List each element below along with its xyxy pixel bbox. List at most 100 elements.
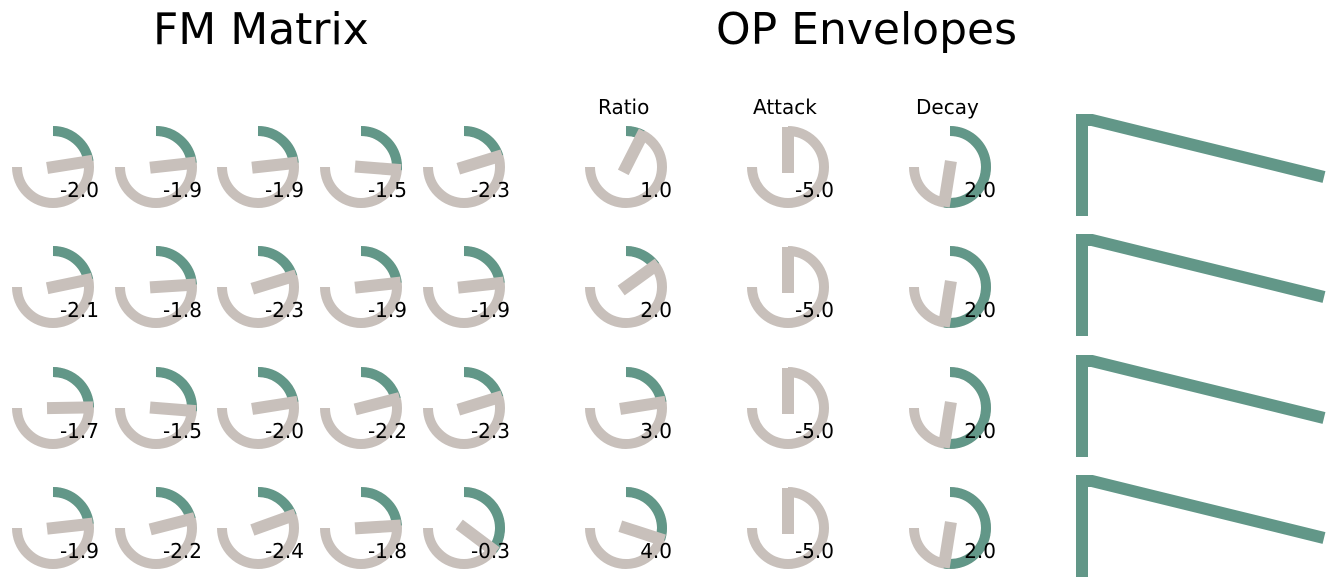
knob-value-arc bbox=[943, 487, 991, 569]
knob-pointer bbox=[149, 401, 197, 418]
knob-value-label: -5.0 bbox=[794, 298, 834, 322]
fm-knob-2-4[interactable] bbox=[320, 246, 402, 328]
envelope-curve bbox=[1076, 355, 1326, 457]
knob-value-label: -0.3 bbox=[470, 539, 510, 563]
knob-pointer bbox=[937, 521, 957, 569]
knob-pointer bbox=[250, 508, 298, 536]
fm-knob-3-1[interactable] bbox=[12, 367, 94, 449]
decay-column-label: Decay bbox=[916, 95, 979, 119]
operator-knob-grid bbox=[585, 126, 991, 569]
fm-knob-2-5[interactable] bbox=[423, 246, 505, 328]
knob-value-label: 2.0 bbox=[964, 419, 996, 443]
op3-ratio-knob[interactable] bbox=[585, 367, 667, 449]
knob-pointer bbox=[354, 276, 402, 294]
op1-ratio-knob[interactable] bbox=[585, 126, 667, 208]
fm-knob-1-1[interactable] bbox=[12, 126, 94, 208]
knob-value-label: -2.0 bbox=[264, 419, 304, 443]
fm-knob-2-3[interactable] bbox=[217, 246, 299, 328]
knob-value-label: -2.2 bbox=[162, 539, 202, 563]
knob-pointer bbox=[251, 156, 299, 174]
knob-value-label: -1.5 bbox=[162, 419, 202, 443]
knob-pointer bbox=[250, 269, 298, 295]
fm-knob-1-2[interactable] bbox=[115, 126, 197, 208]
knob-track bbox=[747, 126, 829, 208]
fm-knob-3-3[interactable] bbox=[217, 367, 299, 449]
fm-knob-4-2[interactable] bbox=[115, 487, 197, 569]
knob-value-arc bbox=[463, 487, 505, 553]
knob-pointer bbox=[617, 128, 650, 176]
fm-knob-1-4[interactable] bbox=[320, 126, 402, 208]
knob-pointer bbox=[149, 156, 197, 174]
knob-value-arc bbox=[943, 126, 991, 208]
envelope-curve bbox=[1076, 234, 1326, 336]
op4-attack-knob[interactable] bbox=[747, 487, 829, 569]
knob-pointer bbox=[456, 390, 504, 416]
op3-envelope-plot bbox=[1076, 355, 1326, 457]
envelope-curve bbox=[1076, 114, 1326, 216]
knob-value-label: -1.5 bbox=[367, 178, 407, 202]
knob-value-label: -2.3 bbox=[470, 419, 510, 443]
knob-value-label: 3.0 bbox=[640, 419, 672, 443]
fm-matrix-title: FM Matrix bbox=[153, 4, 369, 55]
ratio-column-label: Ratio bbox=[598, 95, 650, 119]
knob-value-label: -1.9 bbox=[367, 298, 407, 322]
op4-envelope-plot bbox=[1076, 475, 1326, 577]
knob-value-label: 2.0 bbox=[964, 298, 996, 322]
knob-pointer bbox=[46, 517, 94, 535]
op1-attack-knob[interactable] bbox=[747, 126, 829, 208]
knob-pointer bbox=[455, 519, 500, 557]
knob-pointer bbox=[353, 392, 402, 416]
op2-decay-knob[interactable] bbox=[909, 246, 991, 328]
op3-decay-knob[interactable] bbox=[909, 367, 991, 449]
knob-pointer bbox=[45, 273, 94, 295]
op2-envelope-plot bbox=[1076, 234, 1326, 336]
knob-track bbox=[585, 126, 667, 208]
fm-knob-4-1[interactable] bbox=[12, 487, 94, 569]
knob-value-arc bbox=[625, 487, 667, 541]
knob-value-arc bbox=[943, 246, 991, 328]
knob-value-arc bbox=[52, 367, 94, 408]
op2-ratio-knob[interactable] bbox=[585, 246, 667, 328]
op2-attack-knob[interactable] bbox=[747, 246, 829, 328]
fm-knob-2-2[interactable] bbox=[115, 246, 197, 328]
envelope-plots bbox=[1076, 114, 1326, 577]
knob-value-label: 1.0 bbox=[640, 178, 672, 202]
op4-decay-knob[interactable] bbox=[909, 487, 991, 569]
fm-knob-1-5[interactable] bbox=[423, 126, 505, 208]
knob-value-label: -1.8 bbox=[367, 539, 407, 563]
knob-pointer bbox=[46, 401, 94, 415]
op1-decay-knob[interactable] bbox=[909, 126, 991, 208]
fm-knob-4-5[interactable] bbox=[423, 487, 505, 569]
fm-knob-4-3[interactable] bbox=[217, 487, 299, 569]
fm-knob-2-1[interactable] bbox=[12, 246, 94, 328]
fm-knob-3-2[interactable] bbox=[115, 367, 197, 449]
knob-value-label: 2.0 bbox=[964, 178, 996, 202]
knob-pointer bbox=[354, 519, 402, 535]
knob-pointer bbox=[149, 278, 197, 294]
knob-value-arc bbox=[943, 367, 991, 449]
fm-knob-4-4[interactable] bbox=[320, 487, 402, 569]
knob-value-label: -2.4 bbox=[264, 539, 304, 563]
fm-knob-3-5[interactable] bbox=[423, 367, 505, 449]
knob-value-label: -2.1 bbox=[59, 298, 99, 322]
knob-pointer bbox=[354, 160, 402, 177]
fm-knob-3-4[interactable] bbox=[320, 367, 402, 449]
knob-value-label: 2.0 bbox=[640, 298, 672, 322]
knob-pointer bbox=[937, 401, 957, 449]
knob-value-label: -1.9 bbox=[264, 178, 304, 202]
knob-pointer bbox=[148, 512, 197, 536]
op1-envelope-plot bbox=[1076, 114, 1326, 216]
fm-matrix-knob-grid bbox=[12, 126, 505, 569]
op4-ratio-knob[interactable] bbox=[585, 487, 667, 569]
knob-value-label: -1.7 bbox=[59, 419, 99, 443]
envelope-curve bbox=[1076, 475, 1326, 577]
knob-value-label: -1.9 bbox=[162, 178, 202, 202]
knob-track bbox=[747, 367, 829, 449]
knob-pointer bbox=[46, 154, 94, 174]
knob-value-label: 4.0 bbox=[640, 539, 672, 563]
knob-value-label: -1.8 bbox=[162, 298, 202, 322]
op3-attack-knob[interactable] bbox=[747, 367, 829, 449]
knob-track bbox=[747, 246, 829, 328]
fm-knob-1-3[interactable] bbox=[217, 126, 299, 208]
